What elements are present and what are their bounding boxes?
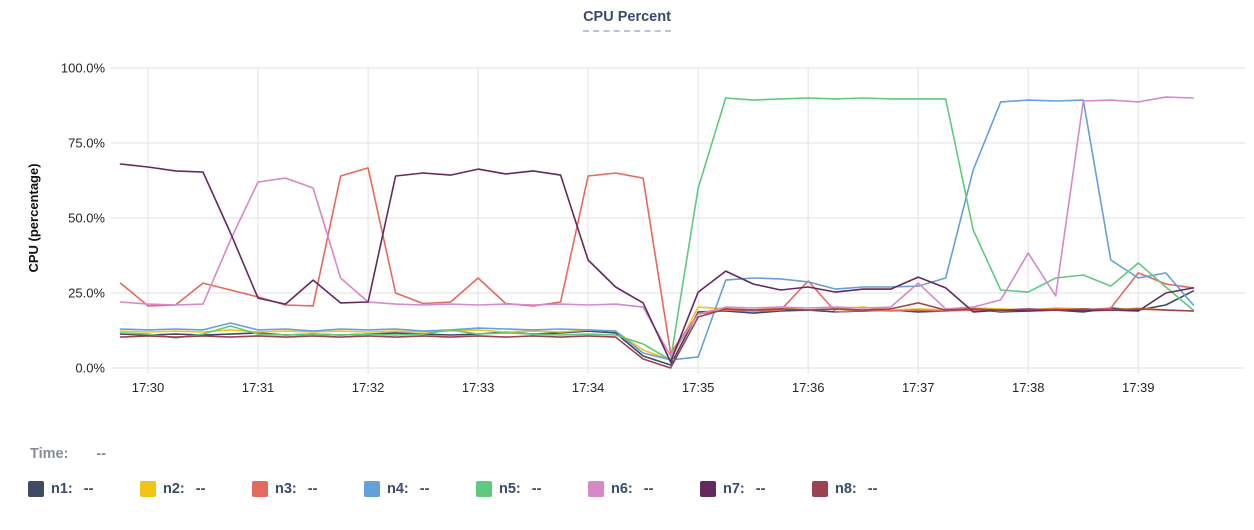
x-tick-label-17:39: 17:39	[1122, 380, 1155, 395]
time-row: Time: --	[30, 446, 106, 462]
x-tick-label-17:32: 17:32	[352, 380, 385, 395]
series-line-n7[interactable]	[119, 163, 1195, 363]
legend-swatch-n3	[252, 481, 268, 497]
x-tick-label-17:30: 17:30	[132, 380, 165, 395]
y-tick-label-50: 50.0%	[68, 211, 105, 226]
legend-swatch-n6	[588, 481, 604, 497]
legend-label-n8: n8:	[835, 481, 857, 497]
legend-label-n6: n6:	[611, 481, 633, 497]
time-value: --	[96, 446, 107, 462]
legend-swatch-n8	[812, 481, 828, 497]
legend-item-n5[interactable]: n5: --	[476, 481, 550, 497]
legend-label-n4: n4:	[387, 481, 409, 497]
legend-value-n2: --	[195, 481, 206, 497]
series-line-n8[interactable]	[119, 302, 1195, 369]
x-tick-label-17:31: 17:31	[242, 380, 275, 395]
y-tick-label-25: 25.0%	[68, 286, 105, 301]
chart-title[interactable]: CPU Percent	[583, 9, 671, 32]
x-tick-label-17:36: 17:36	[792, 380, 825, 395]
legend-item-n3[interactable]: n3: --	[252, 481, 326, 497]
legend-swatch-n5	[476, 481, 492, 497]
legend-swatch-n4	[364, 481, 380, 497]
legend-label-n3: n3:	[275, 481, 297, 497]
legend-swatch-n1	[28, 481, 44, 497]
series-line-n1[interactable]	[119, 290, 1195, 366]
legend-label-n7: n7:	[723, 481, 745, 497]
series-legend: n1: -- n2: -- n3: -- n4: -- n5: -- n6: -- n7: -- n8: --	[28, 481, 886, 497]
y-tick-label-75: 75.0%	[68, 136, 105, 151]
cpu-percent-chart: 0.0% 25.0% 50.0% 75.0% 100.0% 17:30 17:31 17:32…	[26, 61, 1245, 395]
x-tick-label-17:37: 17:37	[902, 380, 935, 395]
series-line-n4[interactable]	[119, 99, 1195, 361]
legend-item-n6[interactable]: n6: --	[588, 481, 662, 497]
legend-item-n8[interactable]: n8: --	[812, 481, 886, 497]
legend-value-n1: --	[83, 481, 94, 497]
legend-swatch-n2	[140, 481, 156, 497]
series-line-n5[interactable]	[119, 97, 1195, 361]
x-tick-label-17:34: 17:34	[572, 380, 605, 395]
legend-item-n2[interactable]: n2: --	[140, 481, 214, 497]
legend-label-n2: n2:	[163, 481, 185, 497]
legend-item-n1[interactable]: n1: --	[28, 481, 102, 497]
legend-label-n5: n5:	[499, 481, 521, 497]
y-axis-title: CPU (percentage)	[26, 163, 41, 272]
legend-value-n8: --	[867, 481, 878, 497]
legend-item-n4[interactable]: n4: --	[364, 481, 438, 497]
time-label: Time:	[30, 446, 69, 462]
y-tick-label-100: 100.0%	[61, 61, 106, 76]
x-tick-label-17:38: 17:38	[1012, 380, 1045, 395]
x-tick-label-17:33: 17:33	[462, 380, 495, 395]
x-tick-label-17:35: 17:35	[682, 380, 715, 395]
legend-value-n4: --	[419, 481, 430, 497]
legend-swatch-n7	[700, 481, 716, 497]
legend-value-n3: --	[307, 481, 318, 497]
chart-title-wrap: CPU Percent	[0, 8, 1254, 32]
series-line-n6[interactable]	[119, 96, 1195, 357]
y-tick-label-0: 0.0%	[75, 361, 105, 376]
legend-label-n1: n1:	[51, 481, 73, 497]
legend-value-n6: --	[643, 481, 654, 497]
legend-item-n7[interactable]: n7: --	[700, 481, 774, 497]
legend-value-n7: --	[755, 481, 766, 497]
legend-value-n5: --	[531, 481, 542, 497]
